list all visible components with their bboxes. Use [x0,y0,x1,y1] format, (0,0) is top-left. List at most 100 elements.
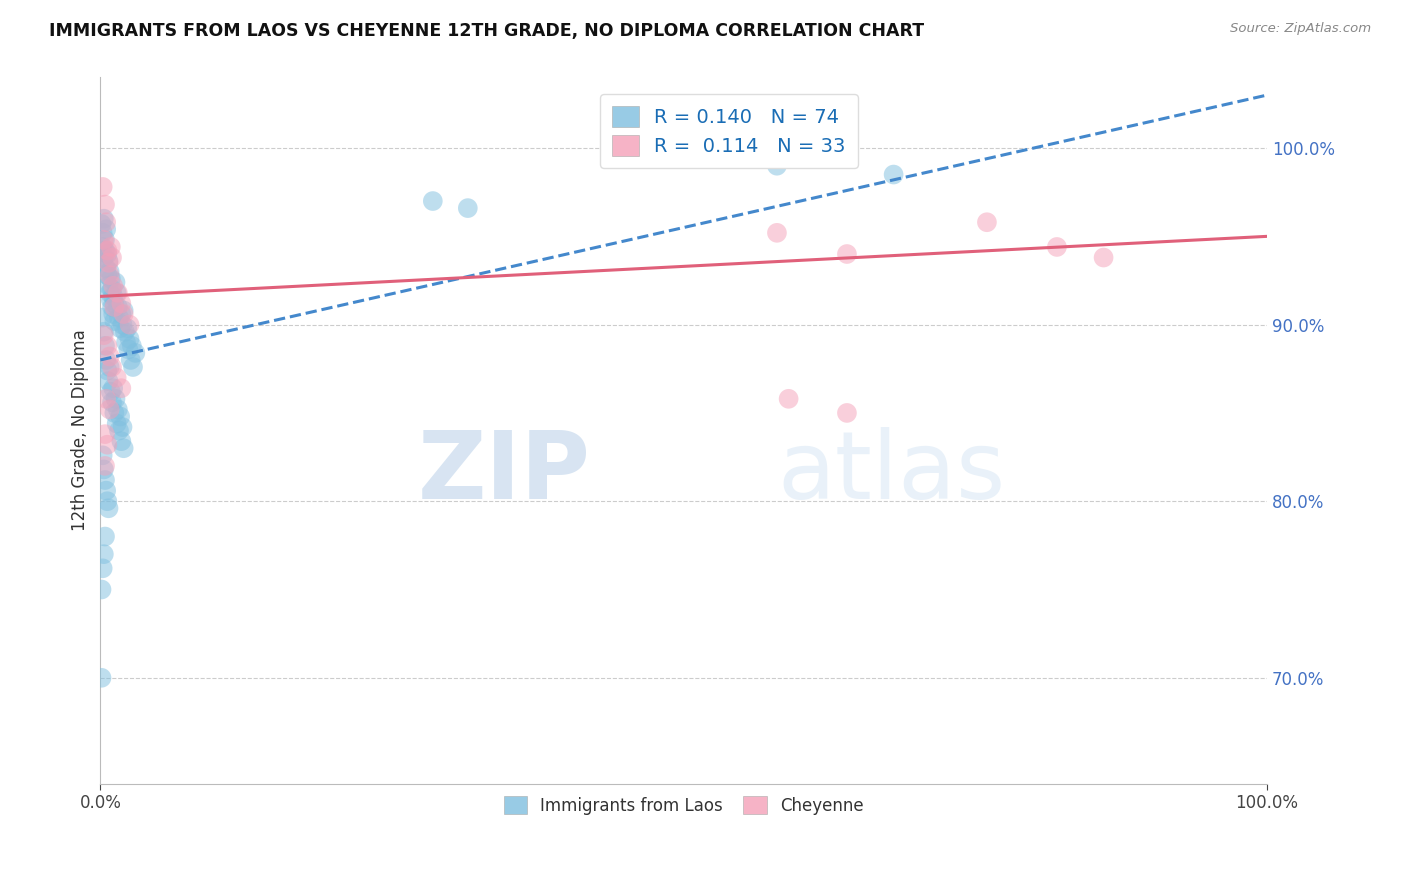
Point [90,217,112,231]
Point [100,240,122,254]
Point [112,307,135,321]
Point [96,353,118,368]
Point [101,282,124,296]
Point [94,244,117,258]
Point [96,261,118,276]
Point [103,296,125,310]
Point [107,285,129,300]
Point [883,168,905,182]
Point [118,318,141,332]
Point [94,339,117,353]
Point [96,339,118,353]
Point [101,300,124,314]
Point [103,381,125,395]
Point [115,335,138,350]
Point [110,307,132,321]
Text: atlas: atlas [778,427,1005,519]
Point [111,420,134,434]
Point [98,285,121,300]
Point [101,251,124,265]
Point [100,384,122,399]
Point [103,278,125,293]
Point [117,343,139,357]
Point [98,359,121,374]
Point [94,473,117,487]
Point [100,271,122,285]
Point [96,363,118,377]
Point [96,268,118,283]
Point [91,226,114,240]
Point [94,529,117,543]
Point [110,434,132,449]
Point [103,314,125,328]
Point [108,310,131,325]
Point [766,226,789,240]
Point [90,582,112,597]
Point [96,392,118,406]
Point [101,395,124,409]
Point [96,247,118,261]
Text: Source: ZipAtlas.com: Source: ZipAtlas.com [1230,22,1371,36]
Text: ZIP: ZIP [418,427,591,519]
Point [1046,240,1069,254]
Point [90,671,112,685]
Point [422,194,444,208]
Point [97,256,120,270]
Point [96,215,118,229]
Point [112,442,135,456]
Point [94,427,117,442]
Point [93,233,115,247]
Point [96,483,118,498]
Point [97,254,120,268]
Point [97,501,120,516]
Point [91,448,114,462]
Point [835,406,858,420]
Point [96,438,118,452]
Point [91,180,114,194]
Point [97,374,120,388]
Point [103,289,125,303]
Point [104,275,127,289]
Point [103,300,125,314]
Point [107,402,129,417]
Point [93,211,115,226]
Point [1092,251,1115,265]
Point [98,350,121,364]
Point [105,285,128,300]
Point [98,265,121,279]
Legend: Immigrants from Laos, Cheyenne: Immigrants from Laos, Cheyenne [494,786,873,825]
Point [93,251,115,265]
Point [100,293,122,307]
Point [118,332,141,346]
Point [91,240,114,254]
Point [104,392,127,406]
Point [108,424,131,438]
Point [94,197,117,211]
Point [111,318,134,332]
Point [94,233,117,247]
Point [103,406,125,420]
Point [835,247,858,261]
Point [93,325,115,339]
Point [108,321,131,335]
Point [112,303,135,318]
Point [114,325,136,339]
Point [93,547,115,561]
Point [121,339,143,353]
Point [120,353,142,368]
Point [115,321,138,335]
Point [91,561,114,575]
Point [96,494,118,508]
Point [103,307,125,321]
Point [93,328,115,343]
Point [96,244,118,258]
Point [91,310,114,325]
Point [98,268,121,283]
Point [97,278,120,293]
Point [110,296,132,310]
Point [122,359,145,374]
Point [93,462,115,476]
Point [108,409,131,424]
Point [101,359,124,374]
Y-axis label: 12th Grade, No Diploma: 12th Grade, No Diploma [72,330,89,532]
